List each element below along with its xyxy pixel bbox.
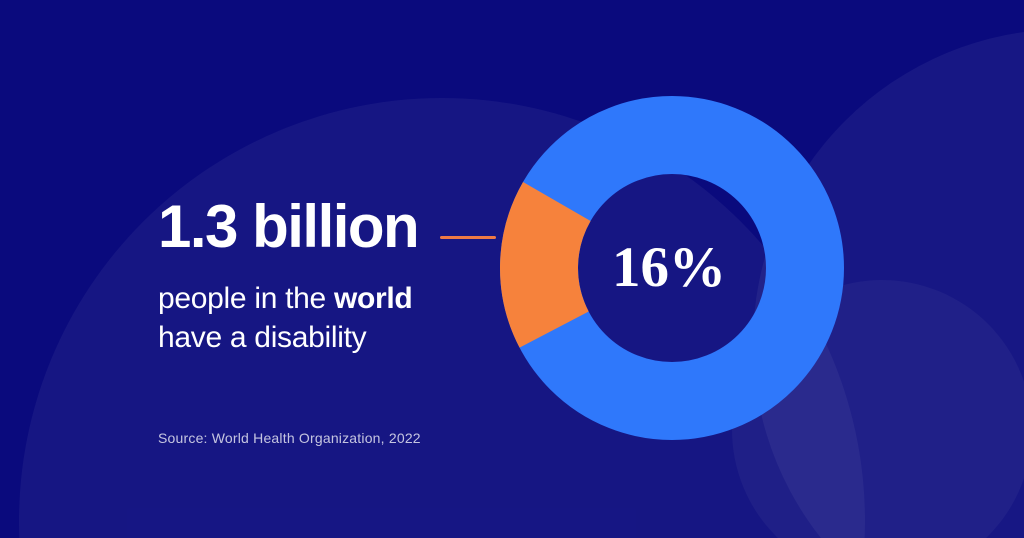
stat-row: 1.3 billion — [158, 197, 498, 257]
source-citation: Source: World Health Organization, 2022 — [158, 430, 421, 446]
stat-value: 1.3 billion — [158, 193, 420, 260]
donut-center-label: 16% — [612, 235, 726, 299]
donut-chart-svg — [500, 96, 844, 440]
stat-description-line1: people in the — [158, 282, 334, 315]
donut-minority-segment — [500, 96, 844, 440]
stat-description: people in the world have a disability — [158, 279, 498, 357]
stat-description-line2: have a disability — [158, 321, 367, 354]
donut-chart: 16% — [492, 88, 852, 448]
accent-dash — [440, 235, 497, 239]
stat-description-bold-word: world — [333, 282, 413, 315]
headline-block: 1.3 billion people in the world have a di… — [158, 197, 498, 357]
